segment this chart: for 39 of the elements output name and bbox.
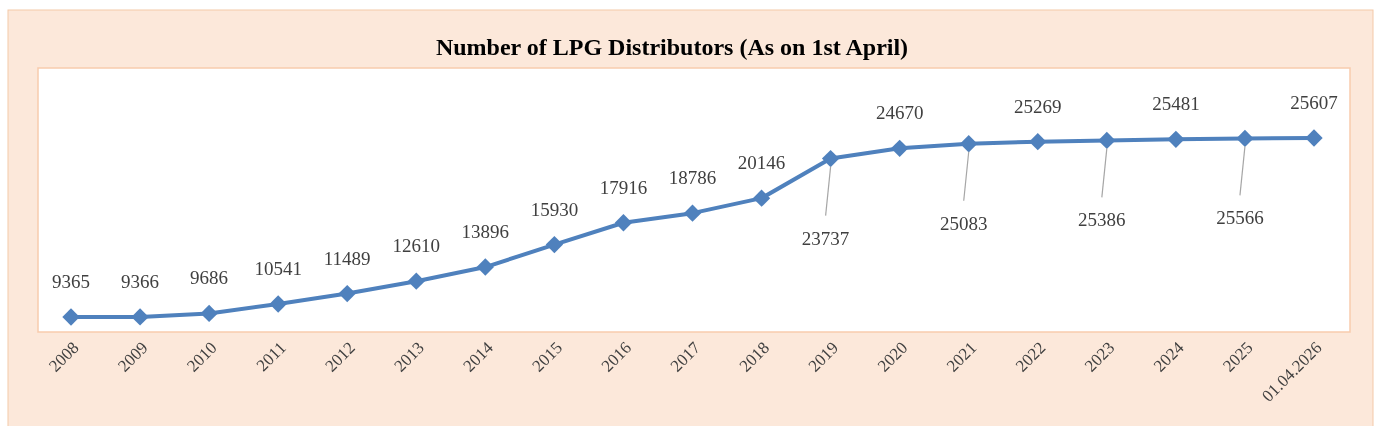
point [891, 139, 909, 157]
data-label: 25607 [1290, 91, 1338, 113]
data-label: 23737 [801, 227, 850, 249]
data-label: 18786 [668, 167, 717, 189]
data-label: 25481 [1152, 93, 1200, 115]
data-label: 25566 [1216, 207, 1264, 229]
point [1029, 133, 1047, 151]
point [407, 272, 425, 290]
data-label: 12610 [392, 235, 441, 257]
data-label: 24670 [875, 102, 924, 124]
data-label: 9366 [121, 270, 160, 292]
point [1167, 130, 1185, 149]
point [1236, 129, 1254, 148]
data-label: 13896 [461, 221, 510, 243]
point [752, 189, 771, 207]
data-label: 9686 [190, 267, 229, 289]
data-label: 17916 [599, 176, 648, 198]
point [200, 304, 218, 323]
point [614, 214, 633, 232]
point [545, 235, 564, 254]
chart-title: Number of LPG Distributors (As on 1st April) [435, 34, 909, 60]
data-label: 25269 [1014, 95, 1062, 117]
point [62, 308, 80, 326]
data-label: 25386 [1078, 209, 1126, 231]
point [683, 204, 702, 222]
point [269, 295, 287, 313]
data-label: 20146 [737, 152, 786, 174]
point [338, 284, 356, 303]
data-label: 11489 [323, 247, 371, 269]
point [1098, 131, 1116, 150]
data-label: 25083 [939, 212, 988, 234]
data-label: 9365 [52, 270, 90, 292]
data-label: 10541 [254, 258, 302, 280]
point [821, 149, 840, 168]
data-label: 15930 [530, 198, 579, 220]
point [131, 308, 149, 326]
point [476, 258, 494, 276]
point [1305, 129, 1323, 147]
point [960, 135, 978, 153]
